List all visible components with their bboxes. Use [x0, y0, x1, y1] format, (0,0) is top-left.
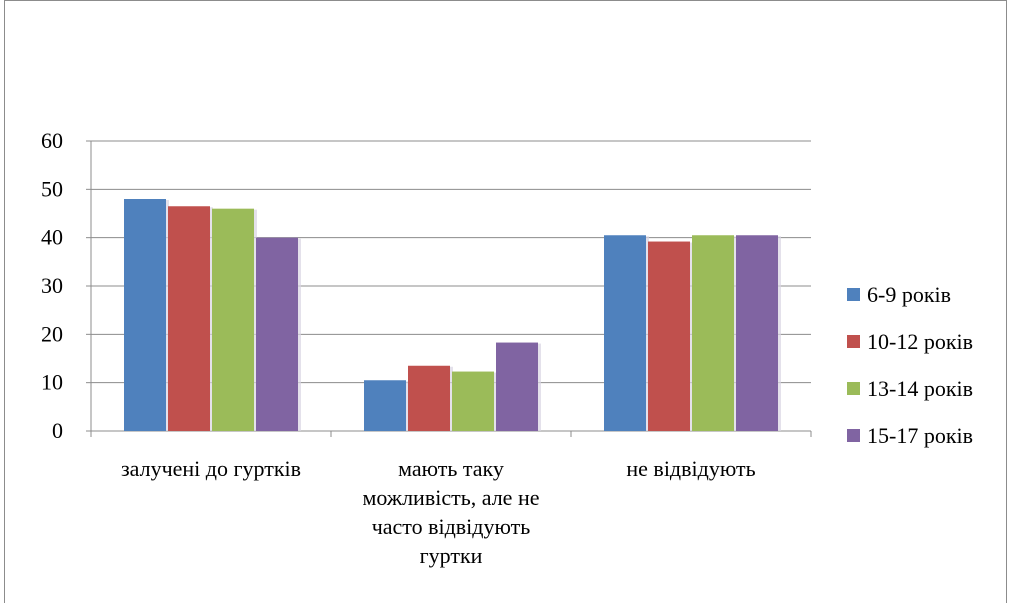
bar-3-cat-2 [452, 371, 494, 431]
y-tick-label: 0 [52, 418, 63, 443]
x-category-label: залучені до гуртків [121, 456, 301, 481]
legend-label: 15-17 років [867, 423, 973, 448]
bar-3-cat-3 [692, 235, 734, 431]
y-tick-label: 20 [41, 321, 63, 346]
y-tick-label: 60 [41, 128, 63, 153]
bar-4-cat-3 [736, 235, 778, 431]
bar-4-cat-1 [256, 237, 298, 431]
bar-1-cat-1 [124, 199, 166, 431]
legend-swatch [847, 429, 860, 442]
chart-frame: 0 10 20 30 40 50 60 залучені до гуртків мають та… [4, 0, 1007, 603]
legend-swatch [847, 288, 860, 301]
legend-label: 13-14 років [867, 376, 973, 401]
bar-2-cat-1 [168, 206, 210, 431]
bar-chart: 0 10 20 30 40 50 60 залучені до гуртків мають та… [41, 128, 973, 568]
legend-swatch [847, 382, 860, 395]
y-tick-label: 40 [41, 225, 63, 250]
bar-4-cat-2 [496, 342, 538, 431]
legend-label: 10-12 років [867, 329, 973, 354]
bar-2-cat-2 [408, 365, 450, 431]
legend-swatch [847, 335, 860, 348]
y-tick-label: 50 [41, 176, 63, 201]
bar-1-cat-2 [364, 380, 406, 431]
x-category-label: не відвідують [626, 456, 755, 481]
y-tick-label: 10 [41, 370, 63, 395]
bar-3-cat-1 [212, 208, 254, 431]
bar-1-cat-3 [604, 235, 646, 431]
x-category-label: мають таку можливість, але не часто відвід… [363, 456, 540, 568]
legend-label: 6-9 років [867, 282, 951, 307]
y-tick-label: 30 [41, 273, 63, 298]
bar-2-cat-3 [648, 241, 690, 431]
